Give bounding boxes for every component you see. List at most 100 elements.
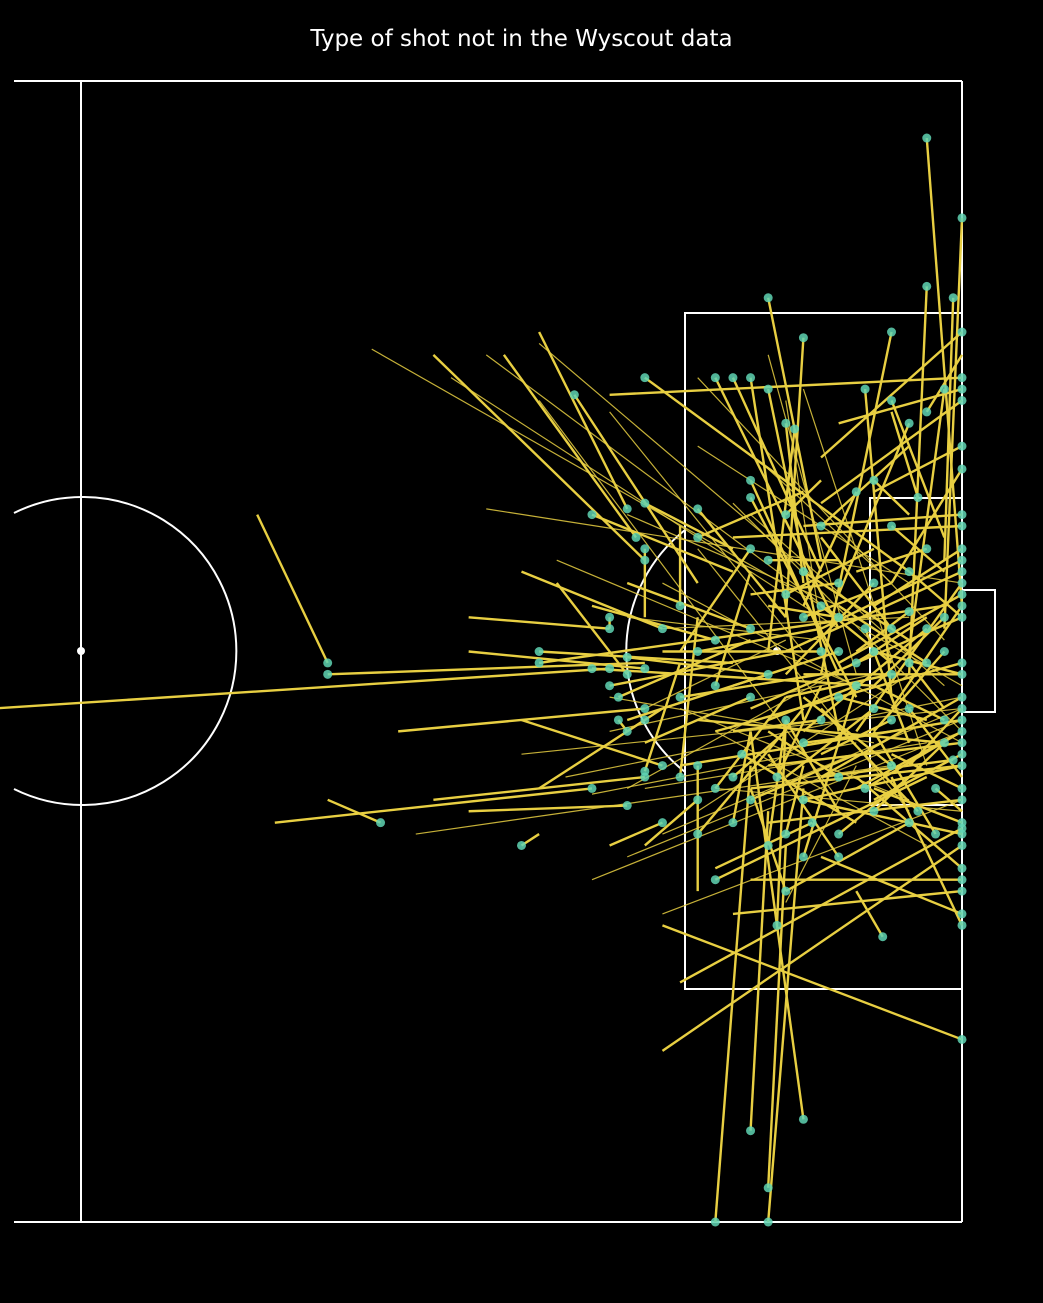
shot-point — [948, 293, 958, 303]
shot-point — [939, 612, 949, 622]
shot-point — [957, 612, 967, 622]
shot-point — [323, 669, 333, 679]
shot-trajectory — [767, 730, 840, 779]
shot-point — [605, 624, 615, 634]
shot-trajectory — [802, 581, 892, 619]
shot-trajectory — [643, 662, 682, 772]
shot-point — [887, 521, 897, 531]
shot-trajectory — [785, 707, 875, 778]
shot-point — [904, 418, 914, 428]
shot-point — [869, 578, 879, 588]
shot-point — [816, 601, 826, 611]
shot-trajectory — [820, 399, 963, 505]
shot-point — [922, 624, 932, 634]
shot-trajectory — [626, 673, 769, 722]
shot-trajectory — [890, 776, 964, 926]
shot-point — [939, 715, 949, 725]
shot-trajectory-faint — [626, 719, 963, 858]
shot-trajectory — [591, 513, 734, 573]
shot-point — [869, 475, 879, 485]
shot-point — [904, 818, 914, 828]
shot-point — [763, 840, 773, 850]
shot-trajectory — [767, 753, 840, 858]
shot-point — [640, 498, 650, 508]
shot-trajectory — [873, 650, 963, 676]
shot-point — [746, 544, 756, 554]
shot-trajectory-faint — [732, 502, 963, 732]
shot-trajectory-faint — [486, 508, 963, 584]
shot-point — [798, 567, 808, 577]
shot-point — [781, 589, 791, 599]
shot-trajectory — [749, 811, 770, 1131]
shot-point — [957, 738, 967, 748]
shot-point — [807, 818, 817, 828]
shot-trajectory — [803, 764, 963, 802]
shot-trajectory — [803, 513, 963, 528]
shot-point — [957, 704, 967, 714]
shot-trajectory — [785, 570, 963, 653]
shot-point — [957, 761, 967, 771]
shot-point — [693, 829, 703, 839]
shot-point — [931, 829, 941, 839]
shot-point — [869, 806, 879, 816]
shot-point — [587, 783, 597, 793]
shot-trajectory — [766, 788, 805, 1223]
shot-point — [834, 852, 844, 862]
shot-trajectory — [732, 889, 963, 916]
shot-trajectory-faint — [785, 400, 822, 629]
shot-trajectory-faint — [591, 742, 857, 795]
shot-trajectory — [714, 696, 787, 790]
shot-point — [887, 327, 897, 337]
shot-trajectory — [785, 547, 875, 596]
shot-point — [922, 133, 932, 143]
shot-trajectory-faint — [415, 765, 892, 835]
shot-point — [675, 692, 685, 702]
shot-trajectory — [908, 662, 946, 710]
shot-point — [798, 1114, 808, 1124]
shot-point — [834, 772, 844, 782]
shot-trajectory — [766, 719, 787, 846]
shot-point — [323, 658, 333, 668]
shot-trajectory-faint — [697, 377, 945, 641]
shot-trajectory — [627, 656, 769, 676]
shot-point — [869, 704, 879, 714]
shot-point — [957, 601, 967, 611]
shot-point — [710, 681, 720, 691]
shot-point — [851, 681, 861, 691]
shot-point — [939, 738, 949, 748]
shot-point — [746, 795, 756, 805]
shot-point — [798, 612, 808, 622]
shot-trajectory-faint — [609, 411, 804, 652]
shot-trajectory — [679, 718, 963, 767]
shot-point — [376, 818, 386, 828]
shot-point — [887, 761, 897, 771]
shot-point — [939, 647, 949, 656]
shot-point — [939, 384, 949, 394]
shot-trajectory-faint — [715, 730, 928, 846]
shot-trajectory — [838, 387, 963, 425]
goal — [961, 589, 996, 713]
shot-point — [772, 920, 782, 930]
shot-point — [957, 715, 967, 725]
shot-trajectory — [766, 845, 787, 1188]
shot-point — [957, 578, 967, 588]
shot-point — [922, 281, 932, 291]
shot-trajectory — [644, 696, 752, 744]
shot-point — [904, 607, 914, 617]
shot-point — [605, 664, 615, 674]
shot-point — [746, 492, 756, 502]
shot-point — [957, 1034, 967, 1044]
shot-point — [728, 818, 738, 828]
shot-trajectory — [538, 331, 629, 510]
shot-point — [605, 612, 615, 622]
shot-trajectory — [539, 650, 734, 665]
shot-trajectory — [327, 798, 382, 824]
shot-point — [693, 647, 703, 656]
shot-point — [657, 624, 667, 634]
shot-trajectory — [573, 394, 699, 584]
shot-point — [834, 578, 844, 588]
shot-trajectory — [873, 479, 910, 516]
shot-point — [534, 658, 544, 668]
shot-lines — [0, 137, 964, 1223]
